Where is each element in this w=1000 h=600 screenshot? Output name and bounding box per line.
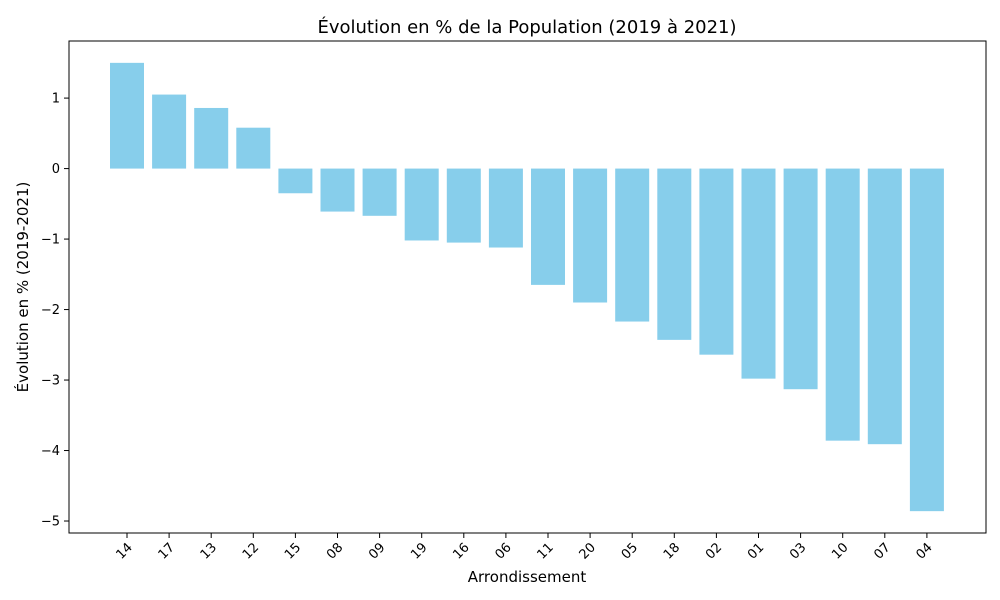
bar-11 [531,168,565,285]
x-tick-label: 05 [619,540,641,562]
bar-19 [404,168,439,241]
x-tick-label: 03 [787,540,809,562]
bar-02 [699,168,734,355]
x-tick-label: 20 [577,540,599,562]
x-tick-label: 10 [829,540,851,562]
x-tick-label: 11 [535,540,557,562]
x-tick-label: 15 [282,540,304,562]
bar-07 [867,168,902,445]
bar-05 [615,168,650,322]
bar-17 [152,94,187,169]
x-tick-label: 09 [366,540,388,562]
bar-08 [320,168,355,212]
x-axis: 14 17 13 12 15 08 09 19 16 06 11 20 05 18 02 01 03 10 07 04 [114,533,936,563]
y-tick-label: −2 [41,303,60,318]
x-tick-label: 01 [745,540,767,562]
y-tick-label: −4 [41,444,60,459]
y-axis: 1 0 −1 −2 −3 −4 −5 [41,92,69,530]
x-tick-label: 02 [703,540,725,562]
x-tick-label: 06 [492,540,514,562]
bar-10 [825,168,860,441]
y-tick-label: −1 [41,233,60,248]
plot-frame [68,40,987,534]
x-tick-label: 18 [661,540,683,562]
bar-01 [741,168,776,379]
bar-16 [446,168,481,243]
bar-06 [488,168,523,248]
bar-09 [362,168,397,216]
x-tick-label: 12 [240,540,262,562]
bar-20 [573,168,608,303]
x-tick-label: 17 [156,540,178,562]
y-tick-label: 1 [52,92,60,107]
bar-18 [657,168,692,340]
bar-03 [783,168,818,390]
x-axis-label: Arrondissement [468,568,587,586]
chart-title: Évolution en % de la Population (2019 à … [317,16,736,38]
bar-12 [236,127,271,169]
x-tick-label: 07 [871,540,893,562]
bars-group [110,62,944,512]
y-tick-label: −3 [41,374,60,389]
y-tick-label: 0 [52,162,60,177]
x-tick-label: 04 [913,540,935,562]
y-axis-label: Évolution en % (2019-2021) [13,182,32,393]
bar-13 [194,107,229,169]
y-tick-label: −5 [41,515,60,530]
x-tick-label: 19 [408,540,430,562]
x-tick-label: 08 [324,540,346,562]
x-tick-label: 16 [450,540,472,562]
bar-14 [110,62,144,169]
bar-04 [909,168,944,512]
bar-15 [278,168,313,194]
x-tick-label: 13 [198,540,220,562]
x-tick-label: 14 [114,540,136,562]
